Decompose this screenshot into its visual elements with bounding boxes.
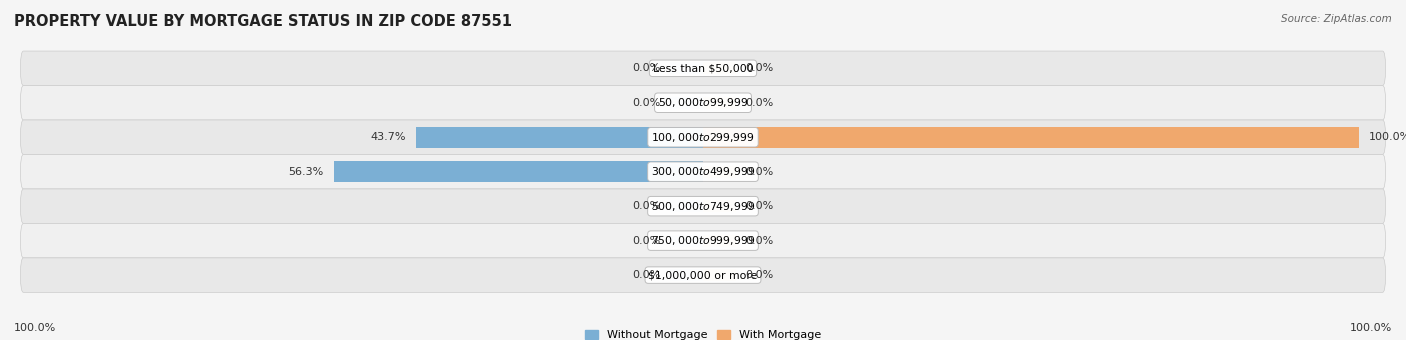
FancyBboxPatch shape xyxy=(21,51,1385,86)
Bar xyxy=(671,269,703,281)
Bar xyxy=(416,126,703,148)
Text: Less than $50,000: Less than $50,000 xyxy=(652,63,754,73)
FancyBboxPatch shape xyxy=(21,120,1385,154)
Text: 100.0%: 100.0% xyxy=(1350,323,1392,333)
Bar xyxy=(703,235,735,247)
Text: $50,000 to $99,999: $50,000 to $99,999 xyxy=(658,96,748,109)
Text: 0.0%: 0.0% xyxy=(633,63,661,73)
Bar xyxy=(703,126,1360,148)
Text: 56.3%: 56.3% xyxy=(288,167,323,177)
Text: 0.0%: 0.0% xyxy=(745,270,773,280)
Bar xyxy=(703,166,735,178)
Text: 100.0%: 100.0% xyxy=(14,323,56,333)
Text: $500,000 to $749,999: $500,000 to $749,999 xyxy=(651,200,755,213)
Text: 0.0%: 0.0% xyxy=(633,201,661,211)
Text: 0.0%: 0.0% xyxy=(745,167,773,177)
Text: 0.0%: 0.0% xyxy=(633,236,661,245)
FancyBboxPatch shape xyxy=(21,86,1385,120)
Bar xyxy=(333,161,703,182)
Bar xyxy=(671,235,703,247)
Text: $300,000 to $499,999: $300,000 to $499,999 xyxy=(651,165,755,178)
Text: 0.0%: 0.0% xyxy=(745,236,773,245)
Text: $1,000,000 or more: $1,000,000 or more xyxy=(648,270,758,280)
Text: $100,000 to $299,999: $100,000 to $299,999 xyxy=(651,131,755,144)
Bar xyxy=(671,97,703,109)
Text: $750,000 to $999,999: $750,000 to $999,999 xyxy=(651,234,755,247)
FancyBboxPatch shape xyxy=(21,223,1385,258)
Text: 100.0%: 100.0% xyxy=(1369,132,1406,142)
Bar xyxy=(671,200,703,212)
Text: 0.0%: 0.0% xyxy=(633,98,661,108)
FancyBboxPatch shape xyxy=(21,189,1385,223)
Text: 43.7%: 43.7% xyxy=(371,132,406,142)
Bar xyxy=(703,269,735,281)
Text: Source: ZipAtlas.com: Source: ZipAtlas.com xyxy=(1281,14,1392,23)
Bar xyxy=(671,62,703,74)
FancyBboxPatch shape xyxy=(21,154,1385,189)
Text: PROPERTY VALUE BY MORTGAGE STATUS IN ZIP CODE 87551: PROPERTY VALUE BY MORTGAGE STATUS IN ZIP… xyxy=(14,14,512,29)
Text: 0.0%: 0.0% xyxy=(745,98,773,108)
Legend: Without Mortgage, With Mortgage: Without Mortgage, With Mortgage xyxy=(581,325,825,340)
Text: 0.0%: 0.0% xyxy=(745,201,773,211)
FancyBboxPatch shape xyxy=(21,258,1385,292)
Text: 0.0%: 0.0% xyxy=(745,63,773,73)
Bar xyxy=(703,97,735,109)
Bar xyxy=(703,200,735,212)
Bar xyxy=(703,62,735,74)
Text: 0.0%: 0.0% xyxy=(633,270,661,280)
